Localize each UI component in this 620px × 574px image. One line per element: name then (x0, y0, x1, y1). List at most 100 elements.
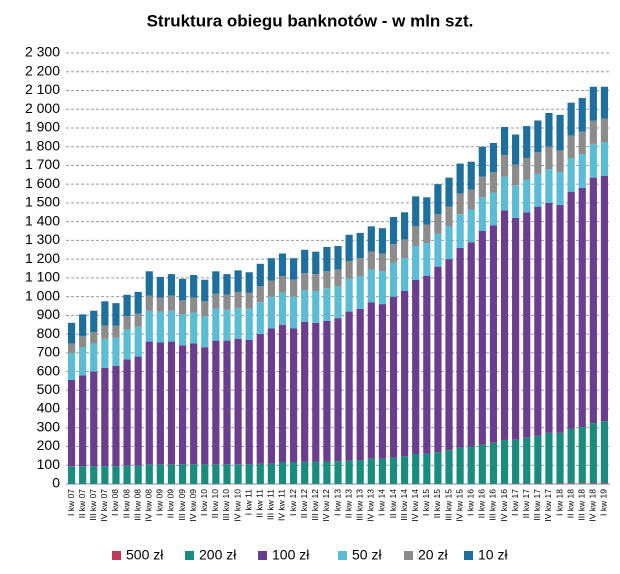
bar-segment (245, 464, 253, 484)
bar-segment (567, 157, 575, 192)
bar-segment (489, 225, 498, 443)
bar-segment (312, 290, 320, 323)
bar-segment (534, 152, 542, 174)
bar-segment (401, 258, 409, 291)
x-tick-label: II kw 18 (565, 489, 575, 519)
bar-segment (301, 461, 309, 484)
bar-segment (167, 274, 176, 296)
y-tick-label: 200 (37, 437, 61, 453)
bar-segment (101, 301, 109, 326)
bar-segment (378, 271, 387, 305)
bar-segment (356, 275, 364, 309)
bar-segment (512, 185, 520, 218)
legend-swatch (112, 551, 121, 560)
bar-segment (534, 435, 542, 484)
bar-segment (178, 314, 187, 346)
x-tick-label: II kw 10 (210, 489, 220, 519)
bar-segment (467, 189, 475, 210)
y-tick-label: 1 700 (25, 156, 60, 172)
bar-segment (156, 297, 164, 312)
bar-segment (145, 271, 153, 296)
x-tick-label: II kw 07 (77, 489, 87, 519)
bar-segment (267, 280, 275, 297)
bar-segment (412, 246, 420, 280)
x-tick-label: III kw 08 (132, 489, 142, 521)
bar-segment (90, 371, 98, 467)
bar-segment (456, 193, 464, 215)
bar-segment (167, 464, 176, 484)
x-tick-label: IV kw 12 (321, 489, 331, 522)
bar-segment (589, 177, 597, 424)
bar-segment (434, 184, 442, 215)
y-tick-label: 1 500 (25, 194, 60, 210)
bar-segment (378, 458, 387, 484)
bar-segment (334, 246, 342, 270)
bar-segment (101, 338, 109, 368)
bar-segment (445, 259, 453, 451)
bar-segment (123, 329, 131, 360)
bar-segment (345, 278, 353, 312)
bar-segment (101, 466, 109, 484)
bar-segment (256, 463, 264, 484)
bar-segment (234, 307, 242, 339)
bar-segment (556, 204, 564, 433)
bar-segment (567, 102, 575, 136)
bar-segment (367, 226, 375, 252)
x-tick-label: II kw 13 (343, 489, 353, 519)
bar-segment (289, 258, 298, 280)
bar-segment (345, 311, 353, 461)
x-tick-label: I kw 10 (199, 489, 209, 516)
x-tick-label: IV kw 15 (454, 489, 464, 522)
y-tick-label: 1 900 (25, 119, 60, 135)
x-tick-label: III kw 09 (177, 489, 187, 521)
bar-segment (112, 466, 120, 484)
bar-segment (123, 465, 131, 484)
legend-swatch (338, 551, 347, 560)
bar-segment (278, 275, 287, 293)
bar-segment (423, 243, 431, 276)
bar-segment (334, 318, 342, 462)
bar-segment (367, 269, 375, 303)
bar-segment (212, 308, 220, 341)
x-tick-label: II kw 11 (255, 489, 265, 518)
bar-segment (545, 202, 553, 433)
x-tick-label: I kw 12 (288, 489, 298, 516)
bar-segment (401, 290, 409, 457)
y-tick-label: 1 400 (25, 212, 60, 228)
bar-segment (212, 293, 220, 309)
bar-segment (589, 86, 597, 121)
y-tick-label: 1 600 (25, 175, 60, 191)
bar-segment (578, 187, 586, 428)
x-tick-label: I kw 15 (421, 489, 431, 516)
x-tick-label: IV kw 11 (277, 489, 287, 521)
bar-segment (600, 175, 609, 422)
bar-segment (123, 294, 131, 317)
bar-segment (512, 164, 520, 186)
bar-segment (190, 464, 198, 484)
x-tick-label: IV kw 16 (499, 489, 509, 522)
bar-segment (478, 146, 486, 177)
bar-segment (223, 464, 231, 484)
bar-segment (289, 279, 298, 297)
bar-segment (434, 233, 442, 267)
bar-segment (356, 308, 364, 461)
x-tick-label: III kw 12 (310, 489, 320, 521)
bar-segment (256, 286, 264, 303)
y-tick-label: 500 (37, 381, 61, 397)
x-tick-label: III kw 11 (266, 489, 276, 520)
bar-segment (345, 460, 353, 484)
bar-segment (545, 112, 553, 147)
bar-segment (267, 463, 275, 484)
bar-segment (467, 209, 475, 243)
y-tick-label: 2 300 (25, 44, 60, 60)
bar-segment (123, 359, 131, 466)
bar-segment (190, 297, 198, 313)
bar-segment (323, 271, 331, 289)
bar-segment (145, 310, 153, 342)
legend-label: 50 zł (352, 547, 382, 563)
bar-segment (523, 179, 531, 213)
bar-segment (456, 214, 464, 248)
x-tick-label: I kw 13 (332, 489, 342, 516)
x-tick-label: IV kw 10 (232, 489, 242, 522)
bar-segment (456, 163, 464, 194)
